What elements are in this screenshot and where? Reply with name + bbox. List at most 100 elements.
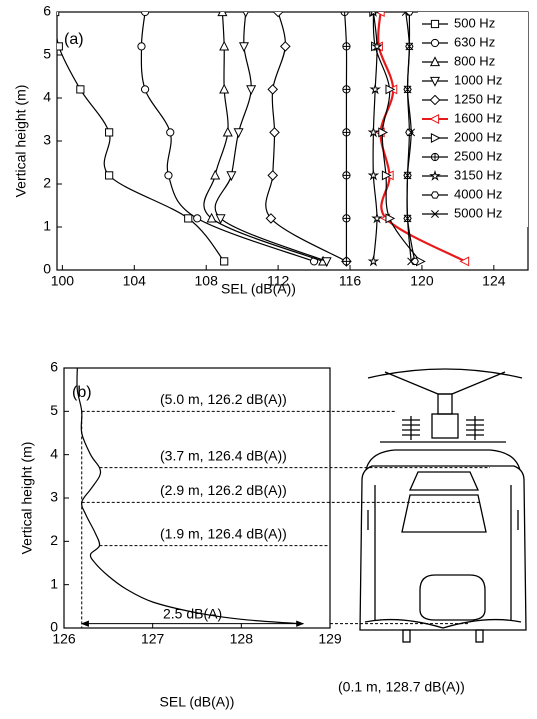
y-tick-label: 4 — [50, 445, 58, 461]
legend-marker — [429, 113, 440, 125]
marker — [410, 257, 419, 266]
x-tick-label: 127 — [141, 631, 165, 647]
arrow-text: 2.5 dB(A) — [163, 605, 222, 621]
x-axis-title: SEL (dB(A)) — [160, 694, 235, 710]
y-tick-label: 6 — [50, 359, 58, 375]
marker — [164, 171, 173, 180]
y-tick-label: 6 — [43, 3, 51, 19]
marker — [265, 213, 277, 224]
legend-marker — [430, 152, 440, 162]
marker — [226, 171, 237, 182]
panel-label: (b) — [72, 384, 92, 401]
marker — [105, 128, 114, 137]
marker — [219, 40, 230, 51]
x-tick-label: 100 — [51, 273, 75, 289]
marker — [342, 257, 351, 266]
plot-area — [76, 367, 300, 625]
marker — [342, 42, 351, 51]
legend-marker — [429, 94, 441, 106]
marker — [140, 85, 150, 94]
annotation-text: (1.9 m, 126.4 dB(A)) — [160, 525, 287, 541]
marker — [272, 12, 284, 18]
marker — [371, 212, 383, 224]
marker — [369, 83, 381, 95]
series-line — [265, 12, 347, 262]
marker — [137, 42, 146, 51]
x-axis-title: SEL (dB(A)) — [221, 281, 296, 297]
train-drawing — [359, 368, 527, 643]
marker — [57, 42, 63, 51]
marker — [105, 171, 114, 180]
marker — [184, 214, 193, 223]
x-tick-label: 108 — [195, 273, 219, 289]
marker — [403, 85, 412, 94]
marker — [219, 83, 230, 94]
legend-marker — [430, 38, 440, 48]
y-tick-label: 5 — [43, 46, 51, 62]
marker — [76, 85, 85, 94]
y-axis-title: Vertical height (m) — [13, 85, 29, 198]
marker — [369, 12, 377, 17]
y-tick-label: 4 — [43, 89, 51, 105]
legend-marker — [429, 56, 441, 67]
marker — [166, 128, 175, 137]
marker — [342, 128, 351, 137]
legend-marker — [430, 19, 440, 29]
marker — [401, 12, 410, 16]
y-tick-label: 0 — [50, 619, 58, 635]
marker — [220, 257, 229, 266]
x-tick-label: 128 — [230, 631, 254, 647]
marker — [403, 171, 412, 180]
legend-label: 1250 Hz — [454, 91, 502, 106]
y-tick-label: 2 — [43, 175, 51, 191]
marker — [342, 85, 351, 94]
marker — [206, 212, 217, 223]
x-tick-label: 116 — [339, 273, 362, 289]
legend-marker — [430, 191, 440, 199]
marker — [217, 12, 228, 17]
legend-label: 630 Hz — [454, 34, 495, 49]
marker — [378, 127, 389, 138]
marker — [246, 85, 257, 96]
x-tick-label: 124 — [482, 273, 506, 289]
x-tick-label: 112 — [267, 273, 290, 289]
marker — [374, 12, 385, 18]
marker — [405, 42, 414, 51]
marker — [405, 12, 414, 16]
marker — [210, 169, 221, 180]
marker — [280, 41, 291, 52]
marker — [342, 171, 351, 180]
annotation-text: (5.0 m, 126.2 dB(A)) — [160, 391, 287, 407]
marker — [267, 84, 279, 95]
legend-label: 500 Hz — [454, 15, 495, 30]
marker — [140, 12, 150, 17]
x-tick-label: 126 — [52, 631, 76, 647]
marker — [459, 256, 470, 267]
legend-marker — [429, 169, 441, 181]
marker — [371, 40, 383, 52]
legend-label: 4000 Hz — [454, 186, 502, 201]
x-tick-label: 120 — [410, 273, 434, 289]
legend-label: 2000 Hz — [454, 129, 502, 144]
series-line — [76, 367, 300, 625]
legend-label: 5000 Hz — [454, 205, 502, 220]
marker — [367, 126, 380, 138]
legend-marker — [431, 210, 439, 218]
marker — [367, 255, 380, 267]
marker — [381, 170, 392, 181]
y-tick-label: 0 — [43, 261, 51, 277]
marker — [407, 257, 416, 266]
y-tick-label: 2 — [50, 532, 58, 548]
legend-label: 1000 Hz — [454, 72, 502, 87]
legend-label: 2500 Hz — [454, 148, 502, 163]
x-tick-label: 129 — [318, 631, 342, 647]
marker — [385, 84, 396, 95]
marker — [342, 214, 351, 223]
legend-label: 3150 Hz — [454, 167, 502, 182]
panel-label: (a) — [64, 31, 84, 48]
legend-marker — [429, 76, 441, 87]
marker — [238, 42, 249, 53]
marker — [193, 214, 202, 223]
y-tick-label: 1 — [50, 575, 58, 591]
